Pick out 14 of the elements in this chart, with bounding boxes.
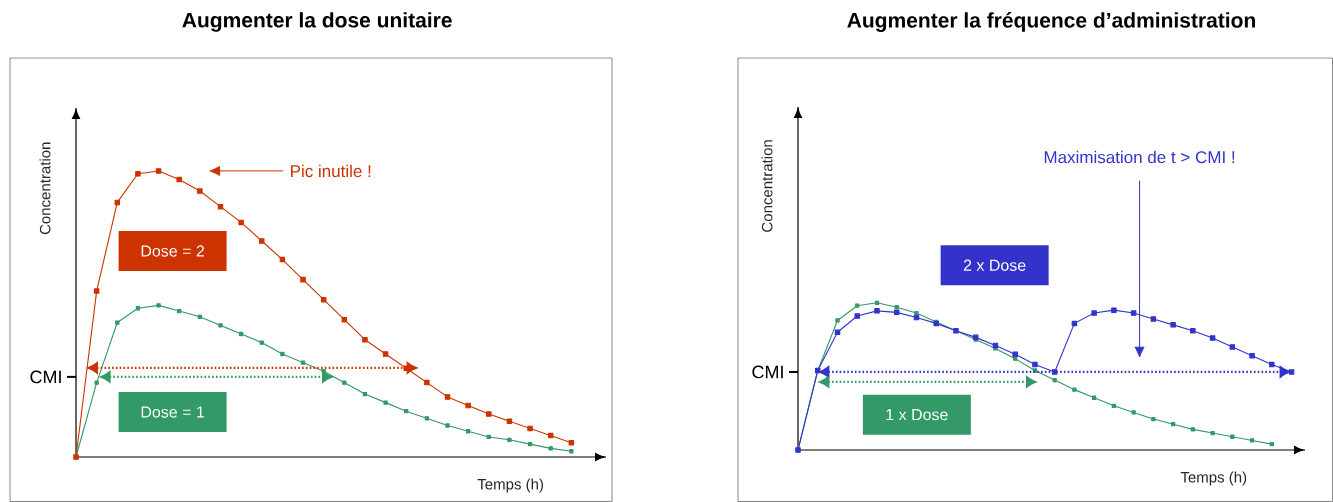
text: 1 x Dose <box>886 409 948 421</box>
chart-title: Augmenter la dose unitaire <box>182 12 452 32</box>
x-axis-title: Temps (h) <box>477 478 544 493</box>
ref-line-label: CMI <box>30 370 61 384</box>
text: Dose = 1 <box>141 406 205 418</box>
text: Maximisation de t > CMI ! <box>1044 150 1235 164</box>
chart-title: Augmenter la fréquence d’administration <box>847 12 1255 32</box>
y-axis-title: Concentration <box>761 140 773 232</box>
x-axis-title: Temps (h) <box>1180 471 1247 486</box>
y-axis-title: Concentration <box>39 142 51 235</box>
annotation: Pic inutile ! <box>291 164 371 178</box>
text: 2 x Dose <box>963 259 1026 271</box>
ref-line-label: CMI <box>752 365 783 379</box>
text: Dose = 2 <box>141 245 205 257</box>
